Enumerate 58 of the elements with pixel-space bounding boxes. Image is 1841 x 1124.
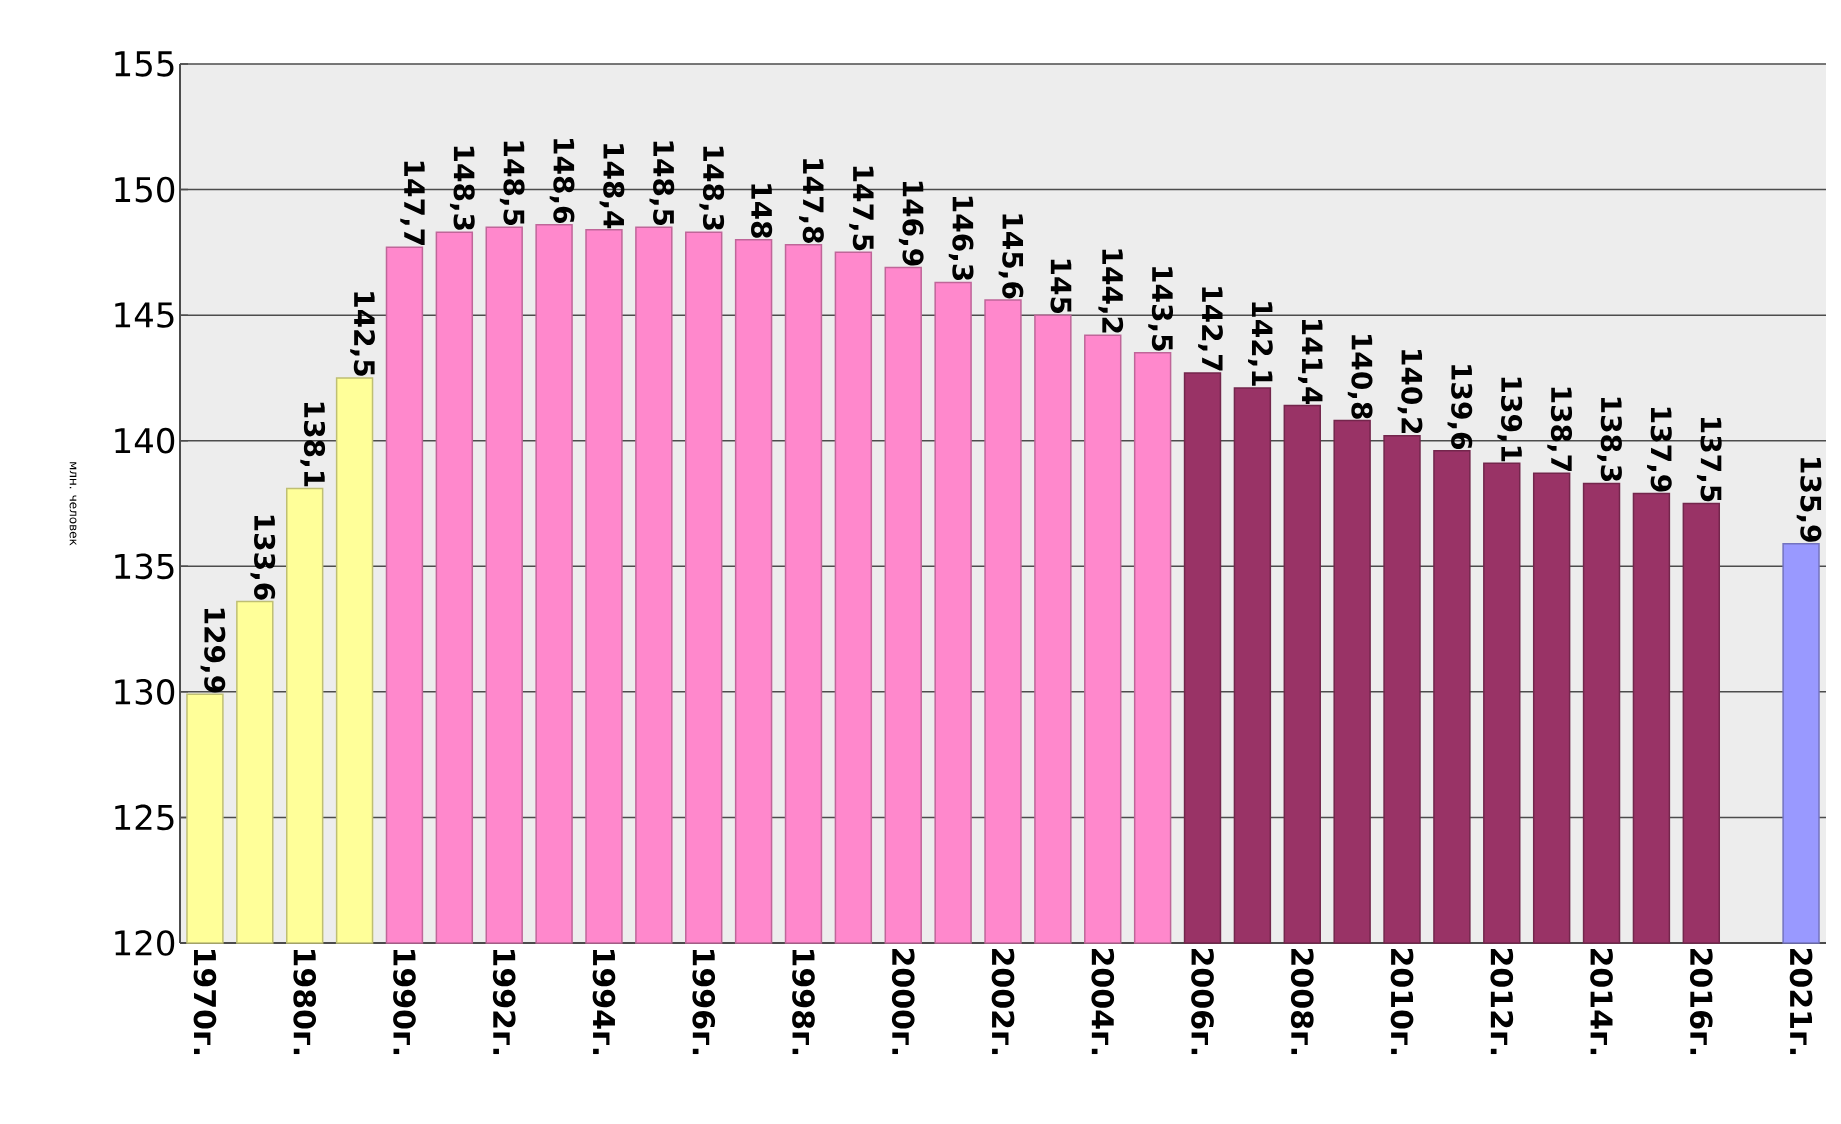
data-label: 133,6: [250, 515, 276, 600]
data-label: 137,9: [1647, 407, 1672, 492]
data-label: 147,5: [849, 166, 874, 251]
data-label: 146,3: [948, 196, 974, 281]
data-label: 148,6: [549, 139, 575, 224]
x-tick-label: 1998г.: [792, 949, 815, 1055]
x-tick-label: 2006г.: [1191, 948, 1214, 1055]
x-tick-label: 2008г.: [1290, 948, 1314, 1055]
data-label: 140,8: [1347, 335, 1373, 419]
data-label: 137,5: [1696, 417, 1722, 502]
data-label: 145: [1050, 259, 1072, 313]
y-tick-label: 140: [115, 427, 175, 454]
data-label: 138,1: [300, 402, 326, 487]
data-label: 138,7: [1547, 387, 1573, 471]
data-label: 140,2: [1397, 350, 1423, 434]
y-tick-label: 130: [115, 679, 175, 705]
data-label: 142,5: [350, 292, 375, 376]
data-label: 148,3: [699, 146, 725, 230]
data-label: 148,5: [499, 141, 525, 226]
data-label: 145,6: [998, 214, 1024, 299]
data-label: 135,9: [1796, 458, 1822, 542]
data-label: 148,4: [599, 144, 625, 229]
y-tick-label: 135: [115, 553, 174, 580]
data-label: 146,9: [898, 181, 924, 266]
data-label: 141,4: [1298, 319, 1323, 405]
data-label: 148: [751, 184, 773, 238]
data-label: 139,1: [1497, 377, 1523, 462]
y-tick-label: 145: [115, 302, 174, 328]
x-tick-label: 2002г.: [991, 948, 1015, 1055]
data-label: 148,5: [649, 141, 675, 226]
y-tick-label: 155: [115, 51, 174, 77]
x-tick-label: 2010г.: [1390, 948, 1414, 1055]
x-tick-label: 2000г.: [891, 948, 915, 1055]
x-tick-label: 1992г.: [492, 949, 516, 1055]
x-tick-label: 1980г.: [293, 949, 317, 1055]
data-label: 144,2: [1098, 249, 1124, 333]
data-label: 139,6: [1447, 365, 1473, 450]
x-tick-label: 1990г.: [393, 949, 416, 1055]
x-tick-label: 2004г.: [1091, 948, 1115, 1055]
x-tick-label: 2021г.: [1789, 948, 1813, 1055]
data-label: 138,3: [1597, 397, 1622, 481]
x-tick-label: 2014г.: [1590, 948, 1613, 1055]
data-label: 142,7: [1198, 287, 1223, 371]
y-tick-label: 125: [115, 804, 174, 831]
data-label: 143,5: [1148, 267, 1174, 351]
data-label: 147,7: [400, 161, 425, 245]
x-tick-label: 2016г.: [1689, 948, 1713, 1055]
x-tick-label: 1996г.: [692, 949, 716, 1055]
x-tick-label: 1970г.: [193, 949, 217, 1055]
data-label: 129,9: [200, 608, 226, 693]
x-tick-label: 1994г.: [592, 949, 616, 1055]
y-tick-label: 120: [115, 930, 175, 956]
y-tick-label: 150: [115, 176, 175, 203]
x-tick-label: 2012г.: [1490, 948, 1514, 1055]
data-label: 142,1: [1248, 302, 1273, 386]
y-axis-title: млн. человек: [69, 462, 77, 546]
data-label: 148,3: [449, 146, 475, 230]
data-label: 147,8: [799, 159, 824, 243]
